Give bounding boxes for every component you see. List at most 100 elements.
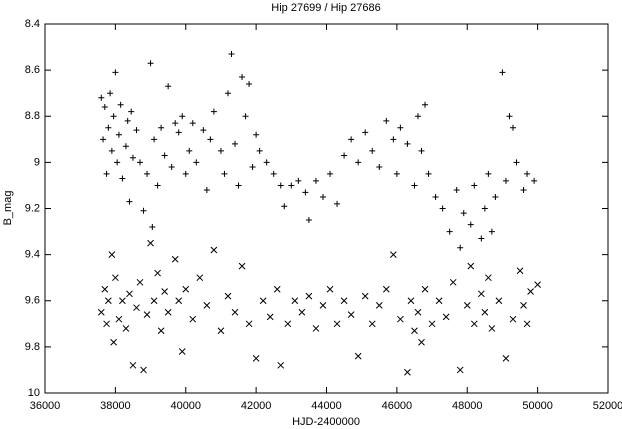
y-axis-label: B_mag (2, 191, 14, 226)
point (421, 285, 429, 293)
point (334, 200, 341, 207)
point (136, 278, 144, 286)
point (319, 193, 326, 200)
x-tick-label: 38000 (100, 400, 131, 412)
point (154, 269, 161, 277)
point (509, 124, 516, 131)
y-tick-label: 10 (28, 387, 40, 399)
point (478, 235, 485, 242)
point (114, 159, 121, 166)
point (382, 285, 390, 293)
point (157, 327, 165, 335)
point (492, 193, 499, 200)
point (375, 302, 383, 309)
point (147, 239, 154, 247)
point (499, 69, 506, 76)
point (147, 60, 154, 67)
point (112, 69, 119, 76)
point (193, 159, 200, 166)
point (117, 101, 124, 108)
point (485, 170, 492, 177)
point (369, 147, 376, 154)
x-tick-label: 46000 (382, 400, 413, 412)
y-tick-label: 9.2 (25, 202, 40, 214)
point (253, 131, 260, 138)
point (165, 83, 172, 90)
point (418, 147, 425, 154)
point (115, 131, 122, 138)
x-tick-label: 42000 (241, 400, 272, 412)
point (221, 170, 228, 177)
point (393, 170, 400, 177)
x-tick-label: 52000 (593, 400, 622, 412)
point (108, 251, 116, 258)
point (200, 127, 207, 134)
point (189, 315, 197, 323)
point (432, 193, 439, 200)
point (217, 327, 225, 335)
point (104, 297, 112, 305)
y-tick-label: 9.8 (25, 341, 40, 353)
point (129, 361, 137, 369)
point (246, 80, 253, 87)
point (182, 285, 190, 293)
point (143, 311, 151, 318)
point (449, 278, 457, 286)
x-axis-label: HJD-2400000 (292, 416, 360, 428)
point (404, 140, 411, 147)
point (495, 297, 503, 305)
point (414, 308, 422, 316)
point (129, 154, 136, 161)
point (488, 228, 495, 235)
point (115, 315, 123, 323)
point (107, 90, 114, 97)
x-tick-label: 40000 (170, 400, 201, 412)
point (277, 361, 285, 369)
point (327, 170, 334, 177)
point (471, 182, 478, 189)
x-tick-label: 50000 (522, 400, 553, 412)
point (259, 297, 267, 305)
point (506, 113, 513, 120)
point (368, 320, 376, 328)
point (534, 281, 541, 288)
point (97, 308, 105, 316)
point (397, 124, 404, 131)
point (418, 338, 425, 346)
point (277, 182, 284, 189)
point (245, 320, 253, 328)
point (502, 355, 510, 362)
point (361, 292, 369, 300)
point (179, 113, 186, 120)
y-tick-label: 8.4 (25, 18, 40, 30)
point (502, 177, 509, 184)
point (523, 320, 531, 328)
point (383, 117, 390, 124)
point (404, 368, 411, 376)
x-tick-label: 44000 (311, 400, 342, 412)
point (390, 136, 397, 143)
point (281, 203, 288, 210)
point (182, 170, 189, 177)
point (524, 170, 531, 177)
point (460, 210, 467, 217)
point (288, 182, 295, 189)
point (516, 267, 524, 275)
point (467, 221, 474, 228)
point (224, 90, 231, 97)
point (119, 175, 126, 182)
point (98, 94, 105, 101)
point (435, 297, 443, 305)
point (126, 290, 133, 298)
point (158, 124, 165, 131)
point (110, 338, 117, 346)
point (217, 147, 224, 154)
point (210, 108, 217, 115)
point (175, 129, 182, 136)
point (175, 297, 183, 305)
point (128, 108, 135, 115)
point (100, 136, 107, 143)
y-tick-label: 9.4 (25, 249, 40, 261)
point (291, 297, 299, 305)
point (520, 187, 527, 194)
